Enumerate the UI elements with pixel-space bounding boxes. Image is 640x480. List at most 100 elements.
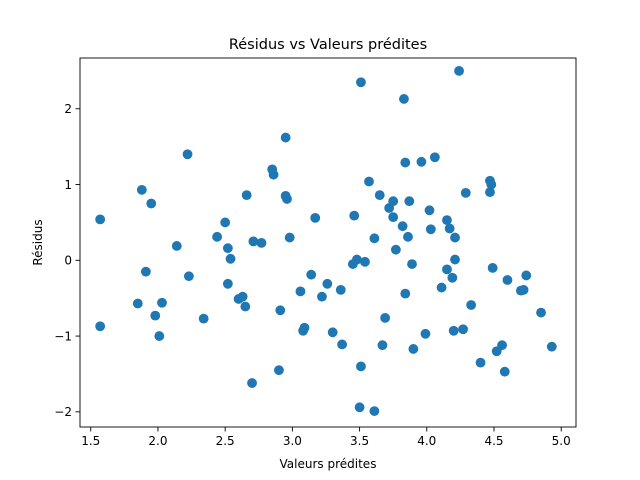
data-point-36 xyxy=(306,269,317,280)
data-point-22 xyxy=(247,378,257,388)
data-point-89 xyxy=(487,262,498,273)
data-point-28 xyxy=(275,305,286,316)
data-point-24 xyxy=(256,237,267,248)
data-point-20 xyxy=(240,301,251,312)
x-tick-label: 3.0 xyxy=(283,434,302,448)
data-point-84 xyxy=(466,300,477,310)
y-tick-label: 2 xyxy=(64,102,72,116)
data-point-46 xyxy=(354,402,365,413)
data-point-52 xyxy=(369,406,380,416)
y-axis-ticks: −2 −1 0 1 2 xyxy=(54,102,80,419)
data-point-87 xyxy=(485,187,495,198)
data-point-54 xyxy=(377,340,388,351)
data-point-71 xyxy=(425,224,436,235)
data-point-1 xyxy=(95,321,106,332)
data-point-6 xyxy=(150,310,161,321)
data-point-33 xyxy=(295,286,306,297)
data-point-45 xyxy=(352,254,362,265)
data-point-26 xyxy=(268,169,279,180)
data-point-32 xyxy=(284,232,295,243)
y-axis-label: Résidus xyxy=(31,219,45,265)
data-point-58 xyxy=(388,212,399,223)
data-point-95 xyxy=(518,284,529,295)
data-point-38 xyxy=(317,291,327,302)
data-point-65 xyxy=(404,196,415,207)
data-point-42 xyxy=(337,339,348,350)
x-tick-label: 1.5 xyxy=(81,434,100,448)
data-point-31 xyxy=(282,194,292,204)
data-point-19 xyxy=(237,291,248,302)
x-tick-label: 2.0 xyxy=(148,434,167,448)
data-point-78 xyxy=(448,325,459,336)
data-point-91 xyxy=(497,340,507,351)
data-point-15 xyxy=(222,243,233,254)
data-point-47 xyxy=(356,77,366,88)
x-axis-label: Valeurs prédites xyxy=(280,457,377,471)
data-point-77 xyxy=(447,272,458,283)
data-point-23 xyxy=(248,236,259,247)
data-point-73 xyxy=(436,282,447,293)
data-point-53 xyxy=(374,190,385,201)
data-point-59 xyxy=(390,244,401,255)
data-point-8 xyxy=(157,297,167,308)
data-point-3 xyxy=(136,184,147,195)
x-tick-label: 5.0 xyxy=(552,434,571,448)
data-point-29 xyxy=(280,132,291,143)
y-tick-label: 1 xyxy=(64,178,72,192)
data-point-63 xyxy=(400,288,411,299)
x-axis-ticks: 1.5 2.0 2.5 3.0 3.5 4.0 4.5 5.0 xyxy=(81,427,571,448)
chart-title: Résidus vs Valeurs prédites xyxy=(229,37,427,53)
data-point-13 xyxy=(212,231,223,242)
x-tick-label: 4.5 xyxy=(484,434,503,448)
data-point-85 xyxy=(475,357,486,368)
x-tick-label: 4.0 xyxy=(417,434,436,448)
data-point-44 xyxy=(349,210,360,221)
data-point-96 xyxy=(521,270,532,281)
data-point-80 xyxy=(450,254,460,265)
data-point-57 xyxy=(388,196,399,207)
data-point-55 xyxy=(380,312,391,323)
data-point-76 xyxy=(444,223,455,234)
data-point-75 xyxy=(442,264,452,275)
data-point-74 xyxy=(442,215,452,226)
data-points xyxy=(95,65,557,416)
data-point-5 xyxy=(146,198,157,209)
x-tick-label: 2.5 xyxy=(216,434,235,448)
data-point-0 xyxy=(95,214,106,225)
data-point-27 xyxy=(274,365,284,376)
plot-frame xyxy=(79,57,577,428)
data-point-40 xyxy=(327,327,338,338)
data-point-37 xyxy=(310,212,321,223)
data-point-7 xyxy=(154,331,165,341)
data-point-81 xyxy=(454,65,464,76)
data-point-51 xyxy=(369,233,380,244)
data-point-14 xyxy=(220,217,231,228)
data-point-69 xyxy=(420,328,431,339)
data-point-61 xyxy=(399,94,409,104)
data-point-97 xyxy=(536,307,546,318)
data-point-72 xyxy=(429,152,440,163)
data-point-50 xyxy=(364,176,374,187)
y-tick-label: −1 xyxy=(54,329,72,343)
data-point-4 xyxy=(140,266,151,277)
data-point-11 xyxy=(183,271,194,282)
data-point-64 xyxy=(403,231,413,242)
data-point-70 xyxy=(424,205,435,216)
data-point-92 xyxy=(499,366,510,377)
data-point-35 xyxy=(299,322,310,333)
data-point-41 xyxy=(335,284,346,295)
data-point-88 xyxy=(486,179,497,190)
data-point-2 xyxy=(132,298,143,309)
data-point-48 xyxy=(356,361,366,372)
data-point-67 xyxy=(408,344,419,354)
x-tick-label: 3.5 xyxy=(350,434,369,448)
data-point-66 xyxy=(407,259,417,269)
data-point-12 xyxy=(198,313,209,324)
data-point-68 xyxy=(416,156,427,167)
data-point-17 xyxy=(225,253,236,264)
data-point-98 xyxy=(546,341,557,352)
data-point-49 xyxy=(360,256,370,267)
data-point-10 xyxy=(182,149,193,160)
y-tick-label: −2 xyxy=(54,405,72,419)
data-point-21 xyxy=(241,190,252,201)
